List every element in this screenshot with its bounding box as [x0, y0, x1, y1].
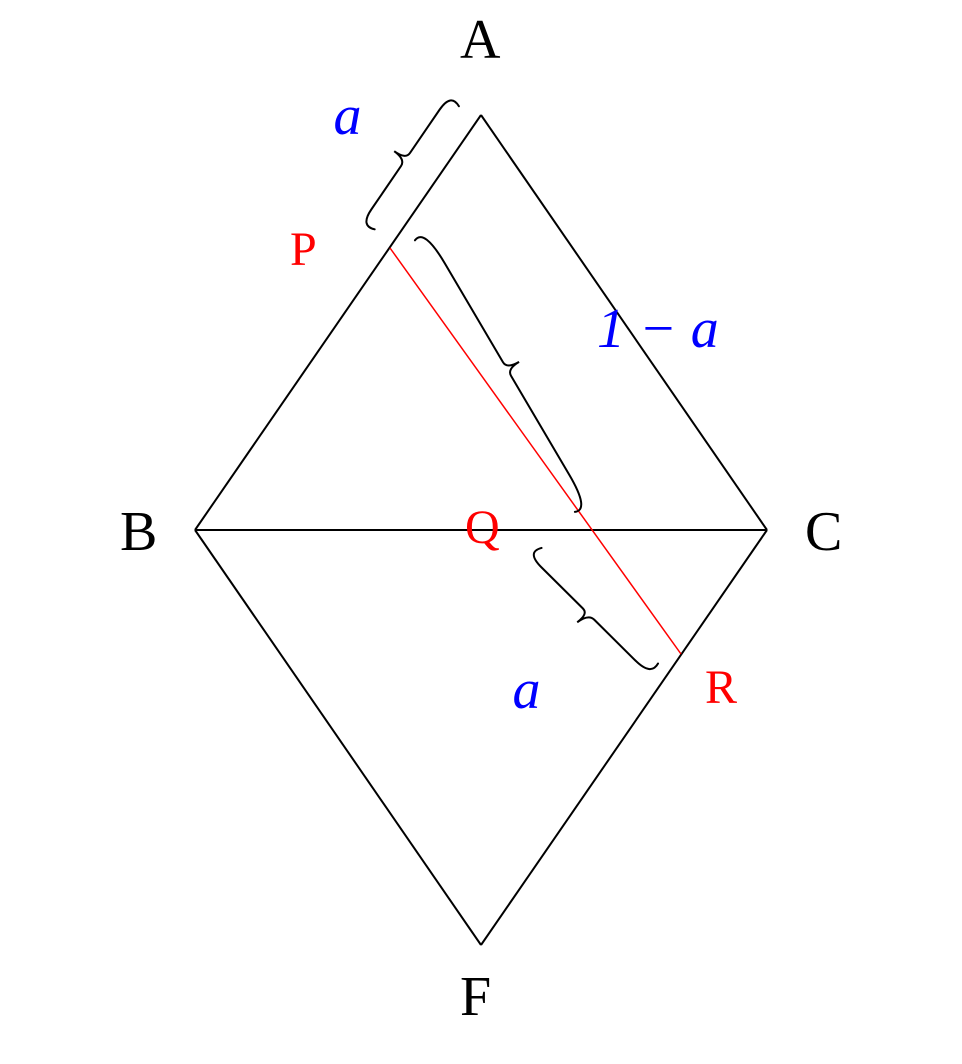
- brace-label-Q-R: a: [513, 658, 541, 722]
- vertex-label-C: C: [805, 500, 842, 564]
- edge-A-B: [195, 115, 481, 530]
- vertex-label-P: P: [290, 222, 317, 277]
- brace-Q-R: [534, 548, 658, 669]
- edge-F-C: [481, 530, 767, 945]
- vertex-label-B: B: [120, 500, 157, 564]
- brace-A-P: [366, 100, 458, 229]
- brace-label-P-Q: 1 − a: [597, 297, 719, 361]
- vertex-label-F: F: [460, 965, 491, 1029]
- vertex-label-A: A: [460, 8, 500, 72]
- brace-label-A-P: a: [334, 84, 362, 148]
- vertex-label-R: R: [705, 660, 737, 715]
- vertex-label-Q: Q: [465, 500, 500, 555]
- edge-B-F: [195, 530, 481, 945]
- brace-P-Q: [415, 237, 581, 512]
